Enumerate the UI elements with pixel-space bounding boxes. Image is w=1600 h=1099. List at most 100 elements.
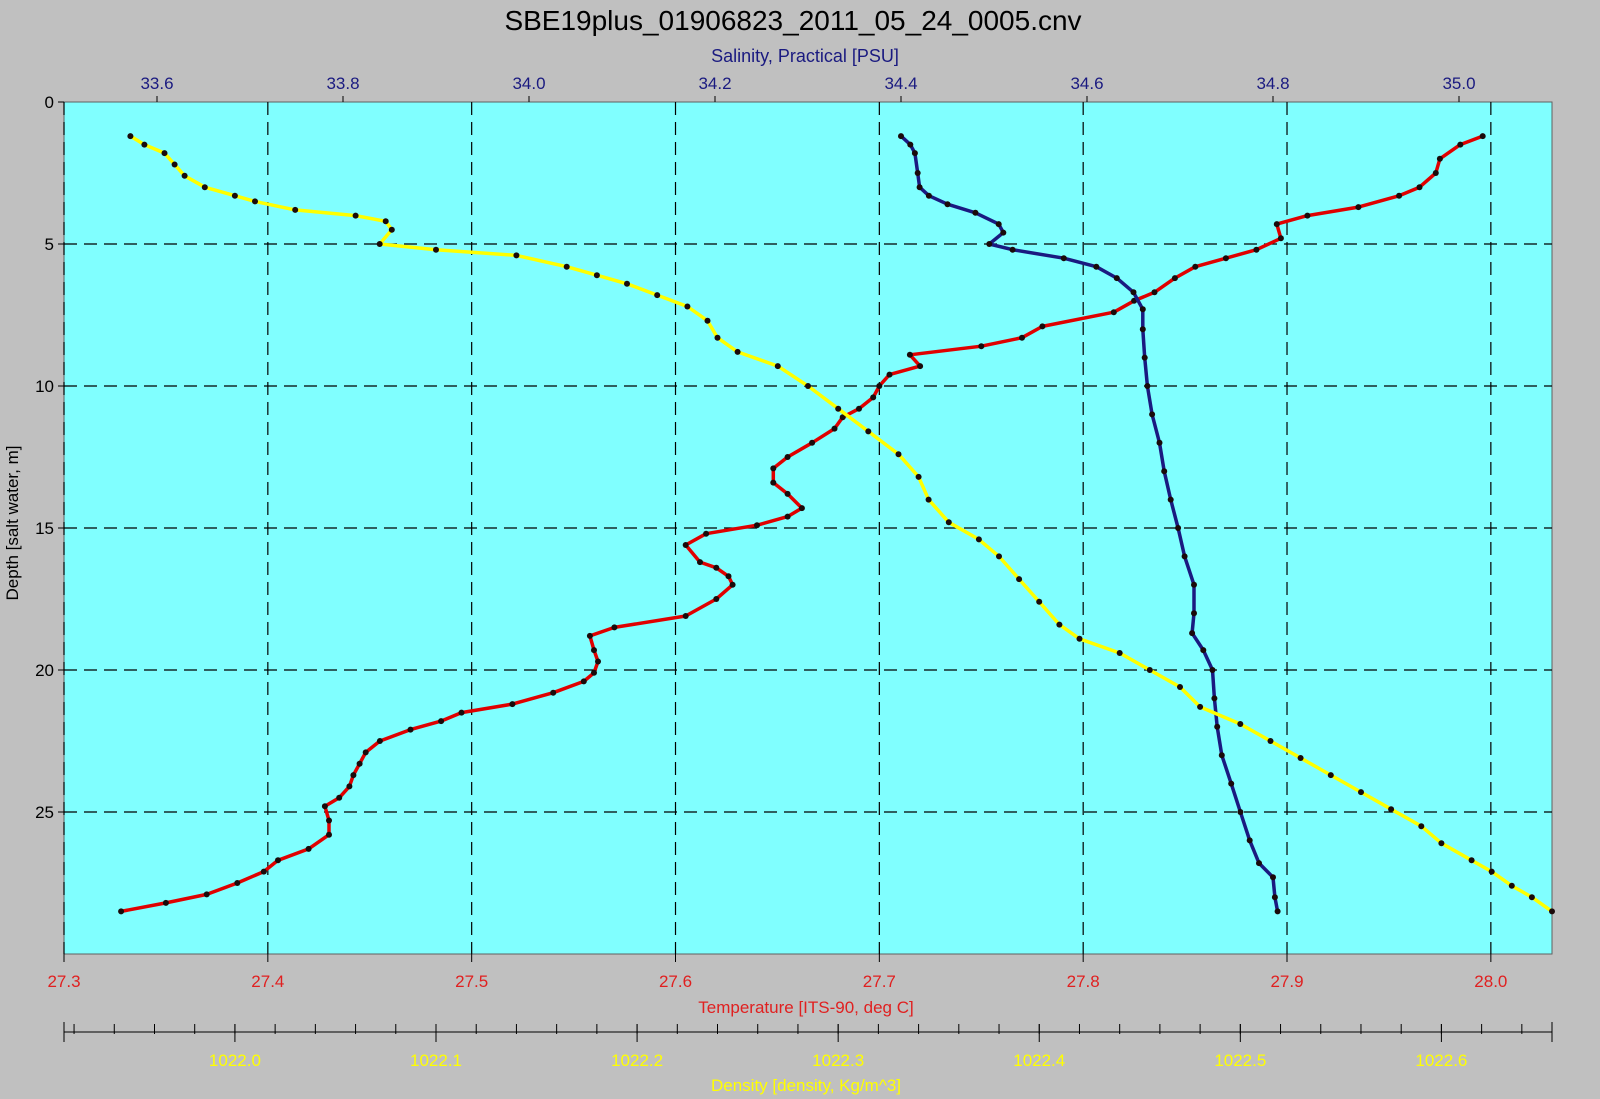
density-data-point bbox=[1016, 576, 1023, 583]
salinity-data-point bbox=[916, 184, 923, 191]
density-data-point bbox=[1508, 882, 1515, 889]
density-data-point bbox=[1488, 868, 1495, 875]
salinity-data-point bbox=[1191, 581, 1197, 588]
salinity-data-point bbox=[1214, 723, 1221, 730]
temperature-data-point bbox=[713, 596, 720, 602]
temperature-data-point bbox=[1436, 155, 1443, 162]
temperature-data-point bbox=[458, 709, 465, 716]
density-data-point bbox=[201, 184, 208, 191]
density-data-point bbox=[181, 172, 188, 179]
salinity-data-point bbox=[1060, 255, 1067, 262]
temperature-data-point bbox=[1110, 309, 1117, 316]
salinity-data-point bbox=[1274, 908, 1281, 915]
salinity-data-point bbox=[925, 192, 932, 199]
density-data-point bbox=[563, 263, 570, 270]
temperature-data-point bbox=[1273, 221, 1280, 228]
temperature-data-point bbox=[611, 624, 618, 631]
density-data-point bbox=[513, 252, 520, 259]
density-data-point bbox=[433, 246, 439, 253]
temperature-data-point bbox=[703, 530, 710, 537]
temperature-data-point bbox=[1192, 263, 1199, 270]
temperature-tick-label: 27.4 bbox=[251, 972, 284, 991]
salinity-data-point bbox=[914, 170, 921, 176]
density-data-point bbox=[141, 141, 148, 148]
salinity-data-point bbox=[1175, 525, 1182, 531]
temperature-tick-label: 27.5 bbox=[455, 972, 488, 991]
salinity-data-point bbox=[1139, 326, 1146, 333]
salinity-tick-label: 34.4 bbox=[884, 74, 917, 93]
temperature-data-point bbox=[1039, 323, 1046, 330]
temperature-data-point bbox=[784, 490, 791, 497]
density-data-point bbox=[624, 280, 630, 287]
temperature-data-point bbox=[906, 351, 913, 358]
temperature-data-point bbox=[809, 439, 816, 446]
temperature-data-point bbox=[682, 542, 689, 548]
density-data-point bbox=[1177, 684, 1183, 690]
salinity-data-point bbox=[1000, 229, 1007, 236]
density-data-point bbox=[231, 192, 238, 199]
depth-axis-label: Depth [salt water, m] bbox=[3, 446, 22, 601]
temperature-data-point bbox=[118, 908, 125, 915]
temperature-data-point bbox=[784, 454, 791, 460]
temperature-data-point bbox=[591, 647, 597, 654]
temperature-data-point bbox=[770, 465, 777, 472]
density-data-point bbox=[376, 241, 383, 247]
temperature-data-point bbox=[784, 513, 791, 520]
temperature-data-point bbox=[336, 794, 343, 801]
temperature-data-point bbox=[682, 613, 689, 619]
salinity-tick-label: 33.6 bbox=[140, 74, 173, 93]
density-tick-label: 1022.0 bbox=[209, 1051, 261, 1070]
density-data-point bbox=[382, 218, 389, 225]
salinity-data-point bbox=[1167, 496, 1174, 503]
density-data-point bbox=[388, 226, 395, 233]
depth-tick-label: 5 bbox=[45, 235, 54, 254]
temperature-data-point bbox=[1151, 289, 1158, 296]
depth-tick-label: 15 bbox=[35, 519, 54, 538]
density-tick-label: 1022.1 bbox=[410, 1051, 462, 1070]
salinity-data-point bbox=[1237, 809, 1244, 815]
chart-title: SBE19plus_01906823_2011_05_24_0005.cnv bbox=[504, 5, 1081, 36]
temperature-data-point bbox=[580, 678, 587, 685]
salinity-data-point bbox=[986, 241, 993, 247]
temperature-data-point bbox=[321, 803, 328, 810]
salinity-data-point bbox=[1211, 695, 1218, 702]
salinity-data-point bbox=[1191, 610, 1197, 617]
salinity-data-point bbox=[1149, 411, 1156, 418]
temperature-data-point bbox=[1277, 235, 1284, 242]
temperature-data-point bbox=[234, 880, 241, 886]
salinity-data-point bbox=[1144, 383, 1151, 389]
density-data-point bbox=[1549, 908, 1555, 915]
salinity-data-point bbox=[944, 201, 951, 208]
salinity-data-point bbox=[1181, 553, 1188, 560]
density-data-point bbox=[734, 348, 741, 355]
temperature-data-point bbox=[509, 701, 516, 708]
salinity-data-point bbox=[1156, 439, 1163, 446]
density-data-point bbox=[1388, 806, 1395, 813]
temperature-data-point bbox=[876, 383, 883, 389]
salinity-data-point bbox=[907, 141, 914, 148]
salinity-tick-label: 34.2 bbox=[698, 74, 731, 93]
salinity-data-point bbox=[1218, 752, 1225, 759]
temperature-data-point bbox=[346, 783, 353, 790]
density-data-point bbox=[996, 553, 1002, 560]
density-data-point bbox=[835, 405, 842, 412]
temperature-data-point bbox=[917, 363, 924, 370]
temperature-tick-label: 27.9 bbox=[1270, 972, 1303, 991]
temperature-data-point bbox=[1432, 170, 1439, 176]
salinity-data-point bbox=[1139, 306, 1146, 313]
salinity-data-point bbox=[1209, 667, 1216, 673]
temperature-data-point bbox=[203, 891, 210, 898]
salinity-tick-label: 35.0 bbox=[1442, 74, 1475, 93]
temperature-data-point bbox=[713, 564, 720, 571]
series-layer bbox=[118, 133, 1555, 915]
density-data-point bbox=[925, 496, 932, 503]
temperature-data-point bbox=[407, 726, 414, 733]
depth-tick-label: 10 bbox=[35, 377, 54, 396]
temperature-data-point bbox=[1019, 334, 1025, 341]
density-tick-label: 1022.6 bbox=[1415, 1051, 1467, 1070]
density-data-point bbox=[1197, 703, 1204, 710]
temperature-data-point bbox=[729, 581, 736, 588]
density-data-point bbox=[1056, 621, 1063, 628]
density-data-point bbox=[654, 292, 661, 299]
